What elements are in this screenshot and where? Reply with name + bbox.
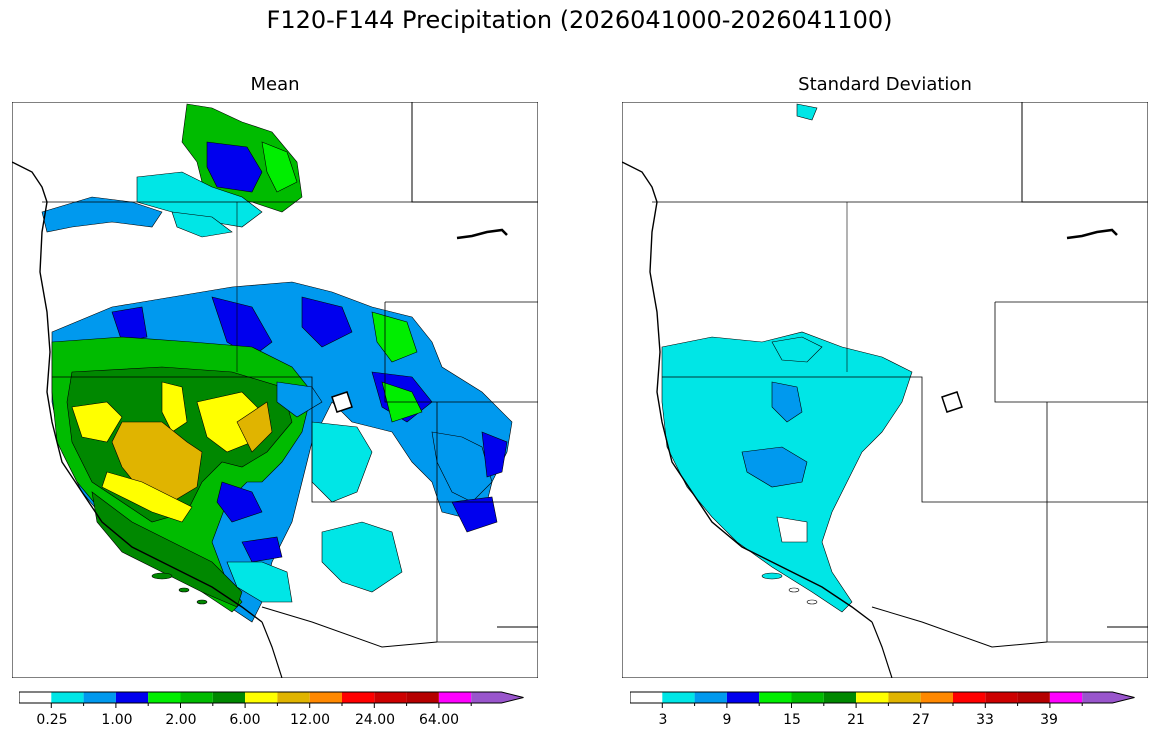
colorbar-stddev-label: 27 (912, 712, 930, 728)
colorbar-segment (471, 692, 524, 703)
colorbar-stddev-label: 33 (976, 712, 994, 728)
colorbar-stddev-label: 21 (847, 712, 865, 728)
stddev-map (622, 102, 1148, 678)
mean-map (12, 102, 538, 678)
colorbar-segment (823, 692, 857, 703)
colorbar-segment (1082, 692, 1135, 703)
colorbar-mean-label: 6.00 (229, 712, 261, 728)
colorbar-segment (19, 692, 52, 703)
colorbar-stddev-label: 39 (1040, 712, 1058, 728)
colorbar-stddev-label: 3 (658, 712, 668, 728)
colorbar-mean-label: 24.00 (354, 712, 396, 728)
colorbar-segment (856, 692, 889, 703)
colorbar-segment (342, 692, 375, 703)
colorbar-segment (630, 692, 663, 703)
colorbar-mean-label: 12.00 (289, 712, 331, 728)
colorbar-stddev-label: 15 (783, 712, 801, 728)
colorbar-mean-label: 2.00 (165, 712, 197, 728)
colorbar-outline (19, 691, 524, 704)
colorbar-segment (212, 692, 246, 703)
colorbar-segment (83, 692, 116, 703)
colorbar-segment (953, 692, 986, 703)
colorbar-mean-label: 64.00 (418, 712, 460, 728)
colorbar-segment (406, 692, 439, 703)
colorbar-segment (791, 692, 824, 703)
colorbar-segment (51, 692, 84, 703)
colorbar-segment (985, 692, 1018, 703)
colorbar-stddev-label: 9 (722, 712, 732, 728)
colorbar-segment (759, 692, 792, 703)
colorbar-segment (1017, 692, 1050, 703)
colorbar-mean-label: 1.00 (101, 712, 133, 728)
panel-title-mean: Mean (250, 74, 300, 95)
colorbar-segment (438, 692, 472, 703)
colorbar-segment (374, 692, 407, 703)
colorbar-outline (630, 691, 1135, 704)
colorbar-segment (694, 692, 727, 703)
colorbar-segment (888, 692, 921, 703)
colorbar-segment (920, 692, 953, 703)
colorbar-segment (277, 692, 310, 703)
colorbar-segment (309, 692, 342, 703)
colorbar-segment (726, 692, 760, 703)
colorbar-mean (19, 691, 524, 708)
figure-title: F120-F144 Precipitation (2026041000-2026… (266, 6, 893, 34)
panel-title-stddev: Standard Deviation (798, 74, 972, 95)
colorbar-segment (180, 692, 213, 703)
colorbar-mean-label: 0.25 (36, 712, 68, 728)
colorbar-segment (115, 692, 149, 703)
colorbar-stddev (630, 691, 1135, 708)
colorbar-segment (662, 692, 695, 703)
colorbar-segment (148, 692, 181, 703)
colorbar-segment (245, 692, 278, 703)
colorbar-segment (1049, 692, 1083, 703)
